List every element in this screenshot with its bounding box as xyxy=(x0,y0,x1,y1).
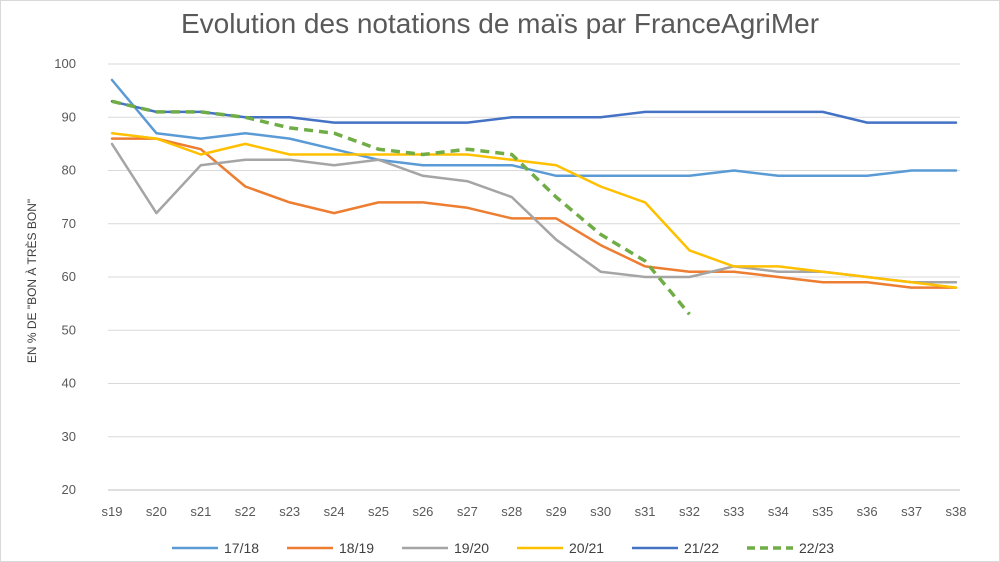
y-tick-label: 30 xyxy=(62,429,76,444)
gridlines xyxy=(108,63,960,491)
series-line-19-20 xyxy=(110,142,958,284)
y-tick-label: 70 xyxy=(62,216,76,231)
legend-label: 22/23 xyxy=(799,540,834,556)
x-axis-ticks: s19 s20 s21 s22 s23 s24 s25 s26 s27 s28 s29 s30 s31 s… xyxy=(102,504,967,519)
x-tick-label: s27 xyxy=(457,504,478,519)
x-tick-label: s25 xyxy=(368,504,389,519)
x-tick-label: s28 xyxy=(501,504,522,519)
x-tick-label: s30 xyxy=(590,504,611,519)
x-tick-label: s23 xyxy=(279,504,300,519)
x-tick-label: s29 xyxy=(546,504,567,519)
x-tick-label: s24 xyxy=(324,504,345,519)
y-tick-label: 80 xyxy=(62,163,76,178)
legend-label: 20/21 xyxy=(569,540,604,556)
y-tick-label: 40 xyxy=(62,376,76,391)
y-tick-label: 100 xyxy=(54,56,76,71)
y-axis-ticks: 20 30 40 50 60 70 80 90 100 xyxy=(54,56,76,497)
x-tick-label: s38 xyxy=(946,504,967,519)
x-tick-label: s34 xyxy=(768,504,789,519)
x-tick-label: s36 xyxy=(857,504,878,519)
x-tick-label: s26 xyxy=(412,504,433,519)
y-axis-label: EN % DE "BON À TRÈS BON" xyxy=(24,199,39,363)
y-tick-label: 90 xyxy=(62,109,76,124)
legend-label: 21/22 xyxy=(684,540,719,556)
x-tick-label: s37 xyxy=(901,504,922,519)
x-tick-label: s35 xyxy=(812,504,833,519)
legend-label: 17/18 xyxy=(224,540,259,556)
y-tick-label: 60 xyxy=(62,269,76,284)
series-lines xyxy=(110,78,958,316)
y-tick-label: 20 xyxy=(62,482,76,497)
x-tick-label: s19 xyxy=(102,504,123,519)
x-tick-label: s31 xyxy=(635,504,656,519)
series-line-20-21 xyxy=(110,131,958,289)
x-tick-label: s21 xyxy=(190,504,211,519)
x-tick-label: s33 xyxy=(723,504,744,519)
series-line-17-18 xyxy=(110,78,958,178)
series-line-21-22 xyxy=(110,100,958,124)
x-tick-label: s20 xyxy=(146,504,167,519)
legend: 17/18 18/19 19/20 20/21 21/22 22/23 xyxy=(172,540,834,556)
legend-label: 18/19 xyxy=(339,540,374,556)
x-tick-label: s32 xyxy=(679,504,700,519)
y-tick-label: 50 xyxy=(62,322,76,337)
series-line-22-23 xyxy=(111,99,691,316)
legend-label: 19/20 xyxy=(454,540,489,556)
chart-title: Evolution des notations de maïs par Fran… xyxy=(180,8,820,39)
x-tick-label: s22 xyxy=(235,504,256,519)
